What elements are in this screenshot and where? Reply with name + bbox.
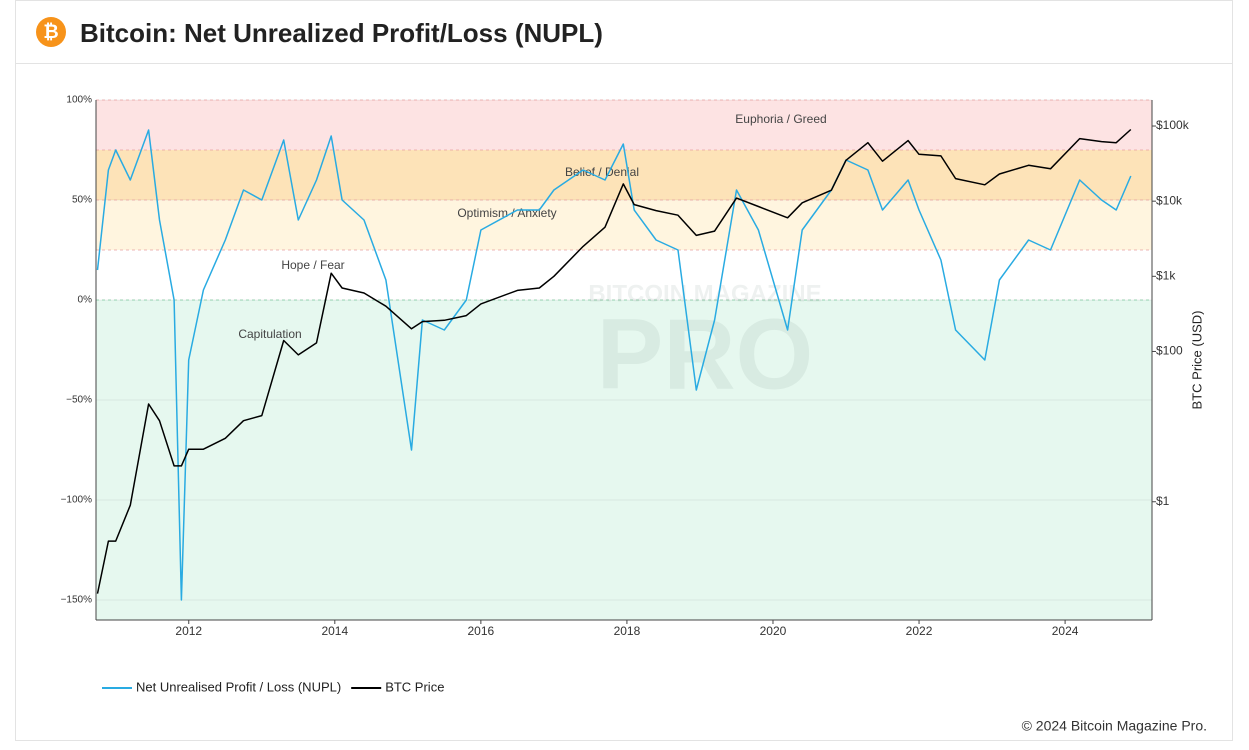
x-tick-label: 2012 <box>175 624 202 638</box>
y-tick-label: 0% <box>78 295 93 306</box>
legend-label: Net Unrealised Profit / Loss (NUPL) <box>136 679 341 694</box>
y-tick-label: −100% <box>61 495 93 506</box>
y-tick-label: 100% <box>66 95 92 106</box>
series-line <box>96 129 1132 601</box>
legend-label: BTC Price <box>385 679 444 694</box>
y-tick-label: 50% <box>72 195 92 206</box>
y-tick-label: −50% <box>66 395 92 406</box>
y2-tick-label: $1k <box>1156 268 1176 282</box>
x-tick-label: 2022 <box>906 624 933 638</box>
zone-label: Optimism / Anxiety <box>457 206 556 220</box>
zone-label: Belief / Denial <box>565 165 639 179</box>
zone-label: Euphoria / Greed <box>735 112 826 126</box>
watermark: BITCOIN MAGAZINE <box>588 280 821 307</box>
y2-axis-label: BTC Price (USD) <box>1189 311 1204 410</box>
page-title: Bitcoin: Net Unrealized Profit/Loss (NUP… <box>80 18 603 48</box>
y2-tick-label: $100 <box>1156 344 1183 358</box>
zone-label: Capitulation <box>238 327 301 341</box>
x-tick-label: 2014 <box>321 624 348 638</box>
y2-tick-label: $100k <box>1156 118 1190 132</box>
series-line <box>96 128 1132 594</box>
y-tick-label: −150% <box>61 595 93 606</box>
zone <box>96 100 1152 150</box>
x-tick-label: 2018 <box>614 624 641 638</box>
x-tick-label: 2020 <box>760 624 787 638</box>
footer: © 2024 Bitcoin Magazine Pro. <box>1022 718 1207 734</box>
zone <box>96 300 1152 620</box>
zone <box>96 200 1152 250</box>
x-tick-label: 2024 <box>1052 624 1079 638</box>
y2-tick-label: $10k <box>1156 193 1183 207</box>
x-tick-label: 2016 <box>468 624 495 638</box>
bitcoin-icon-glyph: ₿ <box>43 22 58 43</box>
zone <box>96 150 1152 200</box>
y2-tick-label: $1 <box>1156 494 1170 508</box>
bitcoin-icon <box>36 17 66 47</box>
zone-label: Hope / Fear <box>281 258 344 272</box>
zone <box>96 250 1152 300</box>
